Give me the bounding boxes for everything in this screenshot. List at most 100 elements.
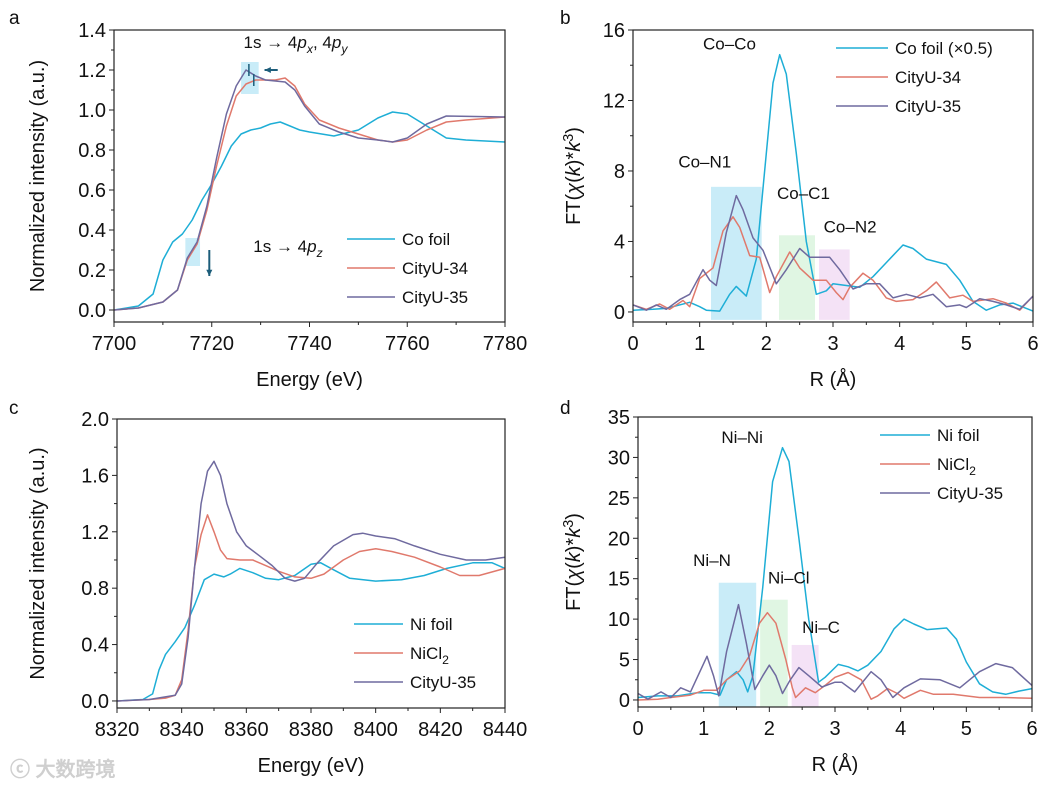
series-line-0 [116,562,506,702]
text-part: ) [563,513,585,520]
text-part: NiCl [937,455,969,474]
text-part: )* [563,152,585,167]
x-axis-label: Energy (eV) [258,755,365,777]
legend: Ni foil NiCl2 CityU-35 [880,426,1003,503]
legend-label: Co foil [402,230,450,249]
legend-label: NiCl2 [937,455,976,478]
legend-label: Ni foil [937,426,980,445]
x-tick-label: 6 [1027,333,1038,355]
text-part: y [340,42,348,56]
peak-label: Ni–C [802,618,840,637]
legend: Co foil CityU-34 CityU-35 [347,230,468,307]
text-part: Energy (eV) [256,369,363,391]
legend-label: CityU-35 [402,288,468,307]
series-line-1 [632,216,1034,311]
text-part: Co–Co [703,34,756,53]
text-part: 3 [561,520,577,528]
legend-label: Co foil (×0.5) [895,39,993,58]
text-part: Ni–C [802,618,840,637]
x-tick-label: 4 [894,333,905,355]
text-part: Energy (eV) [258,755,365,777]
x-tick-label: 7720 [190,333,235,355]
series-line-2 [116,460,506,702]
text-part: Normalized intensity (a.u.) [27,60,49,292]
text-part: FT( [563,579,585,610]
y-tick-label: 1.4 [78,20,106,42]
plot-frame [113,29,506,323]
x-tick-label: 5 [961,718,972,740]
text-part: CityU-35 [937,484,1003,503]
x-tick-label: 8440 [483,719,528,741]
x-tick-label: 7780 [483,333,528,355]
text-part: k [563,165,585,176]
arrow-head-icon [206,269,213,276]
series-line-1 [637,611,1033,701]
x-axis-label: Energy (eV) [256,369,363,391]
text-part: p [306,237,316,256]
y-tick-label: 15 [608,569,630,591]
text-part: k [563,527,585,538]
x-tick-label: 8320 [95,719,140,741]
x-tick-label: 6 [1026,718,1037,740]
y-axis-label: Normalized intensity (a.u.) [27,447,49,679]
peak-label: Co–N2 [824,218,877,237]
x-tick-label: 8380 [289,719,334,741]
y-tick-label: 0.8 [81,578,109,600]
x-tick-label: 1 [698,718,709,740]
text-part: p [331,33,341,52]
peak-label: Co–C1 [777,184,830,203]
text-part: z [316,246,323,260]
y-tick-label: 16 [603,20,625,42]
text-part: NiCl [410,644,442,663]
series-group [113,69,506,311]
text-part: R (Å) [812,753,859,776]
x-tick-label: 2 [761,333,772,355]
legend-label: CityU-35 [895,97,961,116]
text-part: χ [563,182,585,196]
y-tick-label: 0.6 [78,180,106,202]
panel-letter: a [9,8,20,29]
peak-label: Co–Co [703,34,756,53]
peak-label: 1s → 4pz [253,237,322,260]
x-tick-label: 3 [827,333,838,355]
text-part: Ni–Cl [768,569,810,588]
y-tick-label: 8 [614,161,625,183]
series-line-2 [637,603,1033,700]
y-tick-label: 0.4 [81,635,109,657]
x-tick-label: 0 [627,333,638,355]
text-part: 1s → 4 [244,33,298,52]
x-tick-label: 2 [764,718,775,740]
series-line-1 [113,77,506,311]
text-part: 2 [969,464,976,478]
text-part: FT( [563,193,585,224]
x-tick-label: 0 [632,718,643,740]
peak-label: Ni–Ni [721,428,763,447]
text-part: Co–N1 [678,152,731,171]
text-part: k [563,551,585,562]
text-part: χ [563,568,585,582]
x-tick-label: 4 [895,718,906,740]
shaded-region [718,582,757,707]
text-part: ( [563,562,585,569]
watermark-logo: ⓒ 大数跨境 [10,757,116,781]
legend-label: Ni foil [410,615,453,634]
legend-label: CityU-35 [937,484,1003,503]
y-tick-label: 1.0 [78,100,106,122]
x-tick-label: 5 [961,333,972,355]
x-tick-label: 7700 [92,333,137,355]
series-line-1 [116,514,506,702]
text-part: 1s → 4 [253,237,307,256]
y-tick-label: 0 [614,302,625,324]
y-tick-label: 30 [608,447,630,469]
peak-label: Ni–N [693,551,731,570]
panel-letter: c [9,398,19,419]
text-part: , 4 [313,33,332,52]
x-tick-label: 7760 [385,333,430,355]
y-tick-label: 0.0 [81,691,109,713]
series-line-0 [632,53,1034,312]
series-group [637,446,1033,701]
y-tick-label: 35 [608,407,630,429]
text-part: Ni foil [410,615,453,634]
text-part: 3 [561,134,577,142]
